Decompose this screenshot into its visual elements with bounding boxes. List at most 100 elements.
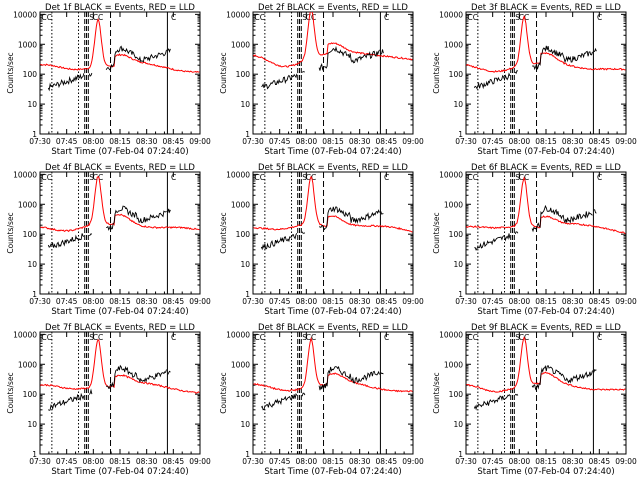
y-axis-label: Counts/sec — [219, 212, 228, 253]
x-tick-label: 07:30 — [29, 137, 51, 146]
x-tick-label: 08:45 — [589, 457, 611, 466]
plot-frame — [39, 11, 201, 135]
y-tick-label: 100 — [449, 390, 464, 399]
x-tick-label: 08:30 — [136, 297, 158, 306]
lld-series-line — [40, 17, 200, 73]
x-tick-label: 09:00 — [402, 297, 424, 306]
curves — [40, 17, 200, 92]
y-tick-label: 10 — [453, 260, 463, 269]
y-tick-label: 100 — [449, 230, 464, 239]
y-tick-label: 10 — [240, 420, 250, 429]
x-tick-label: 09:00 — [615, 457, 637, 466]
plot-frame — [465, 11, 627, 135]
x-tick-label: 08:15 — [535, 457, 557, 466]
panel-det-2: Det 2f BLACK = Events, RED = LLD 1 10 100 10… — [219, 3, 424, 157]
x-tick-label: 09:00 — [615, 297, 637, 306]
y-tick-label: 1 — [245, 130, 250, 139]
panel-det-8: Det 8f BLACK = Events, RED = LLD 1 10 100 10… — [219, 323, 424, 477]
x-tick-label: 09:00 — [189, 137, 211, 146]
events-series-line — [531, 204, 593, 233]
events-series-line — [318, 45, 380, 71]
lld-series-line — [466, 176, 626, 234]
y-tick-label: 10 — [453, 420, 463, 429]
x-tick-label: 09:00 — [402, 457, 424, 466]
x-tick-label: 08:00 — [509, 297, 531, 306]
flag-label: S — [302, 173, 307, 182]
x-tick-label: 08:30 — [349, 457, 371, 466]
events-series-line — [167, 48, 171, 54]
y-axis-label: Counts/sec — [432, 372, 441, 413]
events-series-line — [474, 233, 511, 251]
curves — [466, 176, 626, 251]
events-series-line — [260, 232, 298, 251]
events-series-line — [301, 71, 305, 73]
events-series-line — [514, 393, 519, 396]
y-axis-label: Counts/sec — [432, 52, 441, 93]
events-series-line — [167, 208, 171, 214]
y-tick-label: 1 — [32, 290, 37, 299]
x-tick-label: 08:30 — [562, 457, 584, 466]
x-tick-label: 08:30 — [562, 297, 584, 306]
plot-frame — [252, 11, 414, 135]
events-series-line — [514, 231, 519, 235]
lld-series-line — [253, 12, 413, 68]
events-series-line — [260, 392, 298, 411]
flag-label: S — [515, 333, 520, 342]
plot-frame — [252, 331, 414, 455]
lld-series-line — [466, 14, 626, 73]
panel-det-6: Det 6f BLACK = Events, RED = LLD 1 10 100 10… — [432, 163, 637, 317]
x-axis-label: Start Time (07-Feb-04 07:24:40) — [264, 467, 401, 477]
plot-frame — [465, 171, 627, 295]
y-axis-label: Counts/sec — [432, 212, 441, 253]
flag-label: CC — [93, 333, 103, 342]
events-series-line — [301, 392, 306, 397]
events-series-line — [105, 45, 167, 71]
x-tick-label: 08:30 — [349, 297, 371, 306]
y-tick-label: 10000 — [439, 10, 463, 19]
y-tick-label: 1000 — [18, 40, 37, 49]
flag-label: CC — [255, 13, 265, 22]
y-tick-label: 100 — [23, 70, 38, 79]
x-axis-label: Start Time (07-Feb-04 07:24:40) — [51, 467, 188, 477]
panel-det-1: Det 1f BLACK = Events, RED = LLD 1 10 100 10… — [6, 3, 211, 157]
flag-label: S — [515, 173, 520, 182]
y-tick-label: 10000 — [439, 170, 463, 179]
x-tick-label: 08:00 — [83, 457, 105, 466]
x-tick-label: 08:00 — [509, 137, 531, 146]
y-tick-label: 10 — [27, 100, 37, 109]
flag-label: CC — [255, 173, 265, 182]
y-tick-label: 10 — [453, 100, 463, 109]
events-series-line — [593, 209, 597, 214]
plot-frame — [39, 171, 201, 295]
x-tick-label: 07:30 — [242, 297, 264, 306]
x-tick-label: 07:45 — [482, 137, 504, 146]
x-tick-label: 08:30 — [562, 137, 584, 146]
x-tick-label: 08:15 — [322, 137, 344, 146]
events-series-line — [47, 233, 85, 249]
flag-label: S — [89, 173, 94, 182]
x-tick-label: 07:45 — [56, 137, 78, 146]
flag-label: CC — [42, 13, 52, 22]
flag-label: C — [384, 13, 389, 22]
x-tick-label: 07:45 — [269, 137, 291, 146]
y-tick-label: 1000 — [18, 200, 37, 209]
x-axis-label: Start Time (07-Feb-04 07:24:40) — [264, 307, 401, 317]
flag-label: CC — [468, 333, 478, 342]
curves — [253, 175, 413, 251]
y-tick-label: 100 — [23, 230, 38, 239]
flag-label: S — [89, 333, 94, 342]
events-series-line — [514, 70, 518, 75]
x-tick-label: 07:30 — [29, 457, 51, 466]
curves — [466, 336, 626, 411]
panel-det-7: Det 7f BLACK = Events, RED = LLD 1 10 100 10… — [6, 323, 211, 477]
events-series-line — [593, 368, 597, 373]
x-tick-label: 08:30 — [136, 457, 158, 466]
x-tick-label: 08:00 — [509, 457, 531, 466]
x-axis-label: Start Time (07-Feb-04 07:24:40) — [477, 467, 614, 477]
y-tick-label: 10000 — [13, 170, 37, 179]
y-tick-label: 100 — [23, 390, 38, 399]
y-tick-label: 1 — [32, 450, 37, 459]
flag-label: S — [302, 13, 307, 22]
y-tick-label: 1000 — [231, 200, 250, 209]
y-tick-label: 10 — [27, 260, 37, 269]
